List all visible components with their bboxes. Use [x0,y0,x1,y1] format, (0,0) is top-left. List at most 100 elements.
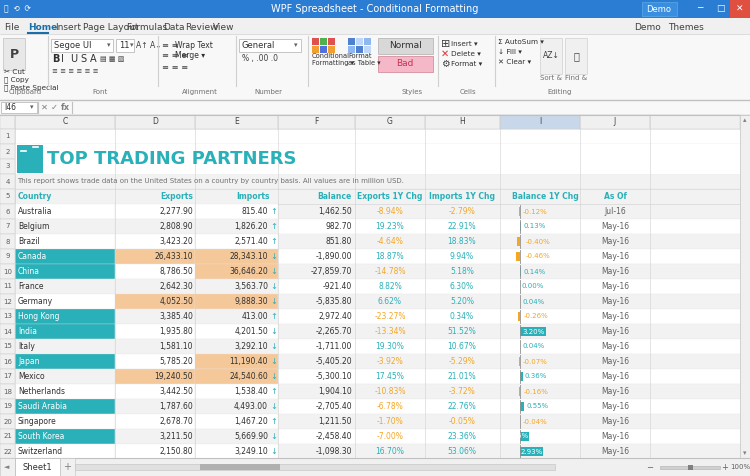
Text: ↓: ↓ [270,267,277,276]
Text: Σ AutoSum ▾: Σ AutoSum ▾ [498,39,544,45]
Text: -3.92%: -3.92% [376,357,404,366]
Bar [115,219,195,234]
Text: ─: ─ [647,463,652,472]
Bar [115,204,195,219]
Bar [195,429,278,444]
Text: % , .00 .0: % , .00 .0 [242,53,278,62]
Text: May-16: May-16 [601,342,629,351]
Bar [356,38,363,45]
Bar [0,174,15,189]
Text: I46: I46 [4,103,16,112]
Text: 1,462.50: 1,462.50 [318,207,352,216]
Bar [0,159,15,174]
Text: -27,859.70: -27,859.70 [310,267,352,276]
Bar [115,234,195,249]
Text: France: France [18,282,44,291]
Bar [378,38,433,54]
Text: Jul-16: Jul-16 [604,207,625,216]
Text: Alignment: Alignment [182,89,218,95]
Bar [0,219,15,234]
Text: 1,826.20: 1,826.20 [235,222,268,231]
Text: C: C [62,118,68,127]
Text: J: J [614,118,616,127]
Text: 100%: 100% [730,464,750,470]
Text: 8: 8 [5,238,10,245]
Bar [0,294,15,309]
Bar [0,339,15,354]
Bar [15,279,750,294]
Text: Conditional: Conditional [312,53,350,59]
Text: +: + [722,463,728,472]
Bar [0,189,15,204]
Text: 6.30%: 6.30% [450,282,474,291]
Text: F: F [314,118,319,127]
Bar [195,234,278,249]
Bar [520,222,521,231]
Bar [115,399,195,414]
Bar [195,279,278,294]
Text: 3,211.50: 3,211.50 [159,432,193,441]
Text: Mexico: Mexico [18,372,45,381]
Text: -0.40%: -0.40% [525,238,550,245]
Bar [1,102,37,113]
Text: 3: 3 [5,163,10,169]
Text: Merge ▾: Merge ▾ [175,51,205,60]
Text: ≡ ≡ ≡: ≡ ≡ ≡ [162,51,188,60]
Text: H: H [460,118,465,127]
Text: India: India [18,327,37,336]
Text: 4: 4 [5,178,10,185]
Bar [710,0,730,18]
Bar [520,267,521,276]
Text: -0.16%: -0.16% [524,388,548,395]
Text: 36,646.20: 36,646.20 [230,267,268,276]
Text: 22: 22 [3,448,12,455]
Bar [195,204,278,219]
Text: Data: Data [163,22,184,31]
Text: May-16: May-16 [601,267,629,276]
Text: ↑: ↑ [270,237,277,246]
Text: 851.80: 851.80 [326,237,352,246]
Text: 4,493.00: 4,493.00 [234,402,268,411]
Text: Editing: Editing [548,89,572,95]
Text: 20: 20 [3,418,12,425]
Text: 3,292.10: 3,292.10 [234,342,268,351]
Text: -23.27%: -23.27% [374,312,406,321]
Text: 2,678.70: 2,678.70 [159,417,193,426]
Bar [115,354,195,369]
Text: -0.46%: -0.46% [526,254,550,259]
Text: -3.72%: -3.72% [448,387,476,396]
Text: May-16: May-16 [601,432,629,441]
Text: 18.83%: 18.83% [448,237,476,246]
Text: 5.18%: 5.18% [450,267,474,276]
Bar [15,414,115,429]
Text: -0.12%: -0.12% [523,208,548,215]
Text: ✕: ✕ [736,4,744,13]
Bar [15,459,750,474]
Text: 16.70%: 16.70% [376,447,404,456]
Text: -0.07%: -0.07% [523,358,548,365]
Text: Insert ▾: Insert ▾ [451,41,478,47]
Text: 19.30%: 19.30% [376,342,404,351]
Bar [328,46,335,53]
Text: ≡ ≡: ≡ ≡ [162,41,178,50]
Text: May-16: May-16 [601,357,629,366]
Text: Cells: Cells [460,89,476,95]
Text: -5,300.10: -5,300.10 [315,372,352,381]
Text: D: D [152,118,158,127]
Bar [15,174,750,189]
Text: 19.23%: 19.23% [376,222,404,231]
Bar [15,264,115,279]
Text: 7: 7 [5,224,10,229]
Text: -921.40: -921.40 [322,282,352,291]
Text: ≡ ≡ ≡ ≡ ≡ ≡: ≡ ≡ ≡ ≡ ≡ ≡ [52,68,98,74]
Text: I: I [61,54,64,64]
Text: A↑ A↓: A↑ A↓ [136,41,162,50]
Text: 11,190.40: 11,190.40 [230,357,268,366]
Text: Styles: Styles [401,89,422,95]
Text: 11: 11 [119,41,130,50]
Text: 1.15%: 1.15% [506,434,528,439]
Bar [0,429,15,444]
Text: May-16: May-16 [601,372,629,381]
Text: File: File [4,22,20,31]
Text: -1,098.30: -1,098.30 [316,447,352,456]
